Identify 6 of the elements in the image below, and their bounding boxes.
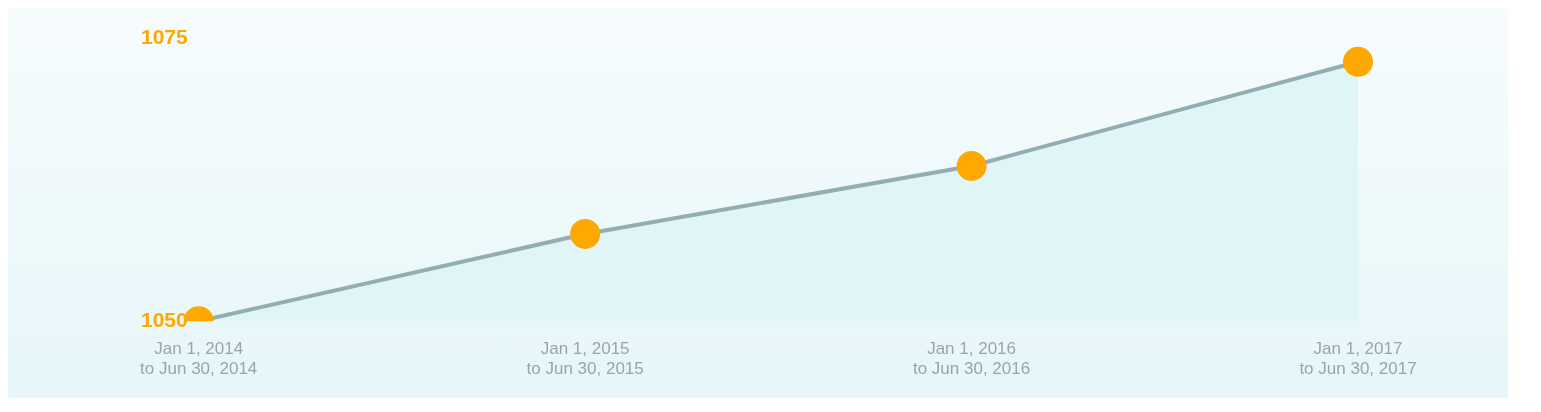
x-tick-label: Jan 1, 2017 to Jun 30, 2017 xyxy=(1299,339,1417,379)
x-tick-label: Jan 1, 2014 to Jun 30, 2014 xyxy=(140,339,258,379)
y-tick-label: 1075 xyxy=(141,24,189,48)
x-tick-label: Jan 1, 2016 to Jun 30, 2016 xyxy=(912,339,1031,379)
x-tick-label: Jan 1, 2015 to Jun 30, 2015 xyxy=(526,339,644,379)
y-tick-label: 1050 xyxy=(141,308,188,331)
